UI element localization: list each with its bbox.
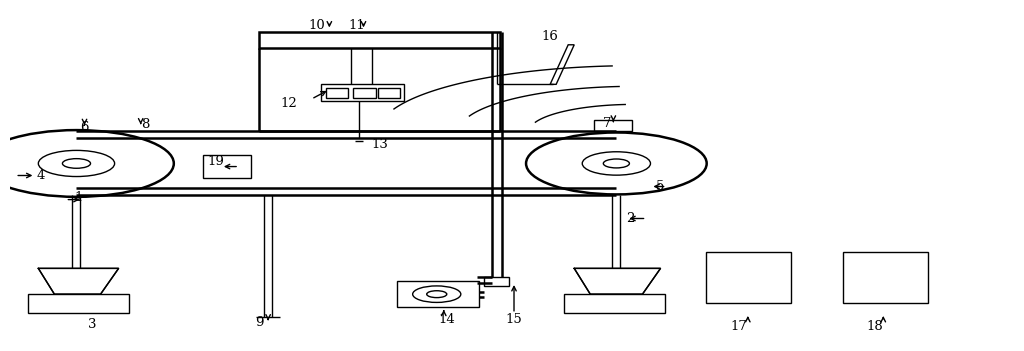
Text: 8: 8 xyxy=(141,118,150,131)
Bar xyxy=(203,155,251,178)
Text: 9: 9 xyxy=(255,316,263,329)
Bar xyxy=(322,84,403,100)
Bar xyxy=(353,88,376,98)
Text: 12: 12 xyxy=(281,97,298,110)
Text: 5: 5 xyxy=(656,180,665,193)
Bar xyxy=(706,252,791,303)
Bar xyxy=(396,282,479,307)
Bar xyxy=(594,120,633,131)
Text: 11: 11 xyxy=(348,19,365,32)
Text: 1: 1 xyxy=(75,191,83,204)
Text: 19: 19 xyxy=(208,155,224,168)
Polygon shape xyxy=(574,269,660,294)
Text: 17: 17 xyxy=(730,320,748,333)
Bar xyxy=(564,294,665,313)
Text: 14: 14 xyxy=(438,313,455,326)
Bar xyxy=(29,294,129,313)
Bar xyxy=(378,88,399,98)
Text: 3: 3 xyxy=(88,318,97,331)
Bar xyxy=(327,88,348,98)
Text: 4: 4 xyxy=(36,169,44,182)
Text: 16: 16 xyxy=(542,30,558,43)
Text: 6: 6 xyxy=(80,121,89,134)
Bar xyxy=(843,252,929,303)
Bar xyxy=(259,32,500,48)
Text: 10: 10 xyxy=(308,19,325,32)
Text: 13: 13 xyxy=(371,138,388,151)
Polygon shape xyxy=(38,269,119,294)
Text: 7: 7 xyxy=(603,117,611,131)
Text: 2: 2 xyxy=(627,212,635,225)
Bar xyxy=(484,277,509,286)
Polygon shape xyxy=(550,45,574,84)
Text: 18: 18 xyxy=(867,320,884,333)
Text: 15: 15 xyxy=(506,313,522,326)
